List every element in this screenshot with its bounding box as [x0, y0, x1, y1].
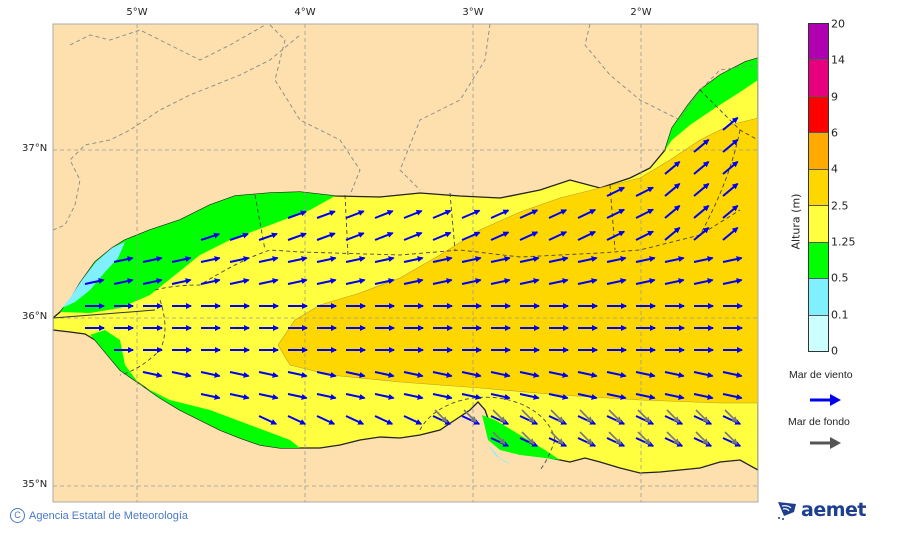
wave-zone-0.5-1.25m-south	[90, 330, 300, 448]
colorbar-segment	[809, 315, 828, 351]
wind-sea-arrow-icon	[810, 394, 841, 406]
lat-label: 35°N	[22, 479, 48, 490]
lat-label: 36°N	[22, 311, 48, 322]
map-frame	[52, 23, 759, 503]
lon-label: 2°W	[630, 7, 652, 18]
colorbar-segment	[809, 206, 828, 243]
colorbar-tick: 6	[831, 126, 838, 140]
colorbar-tick: 1.25	[831, 235, 856, 249]
colorbar-tick: 0.1	[831, 308, 849, 322]
colorbar-segment	[809, 96, 828, 134]
colorbar-tick: 0.5	[831, 271, 849, 285]
colorbar-segment	[809, 242, 828, 280]
aemet-emblem-icon	[778, 502, 796, 520]
footer-credit: C Agencia Estatal de Meteorología	[10, 508, 188, 523]
wave-zone-2.5-4m	[277, 117, 758, 404]
colorbar-tick: 9	[831, 90, 838, 104]
strait-line	[53, 309, 156, 319]
legend-wind-sea-label: Mar de viento	[789, 369, 853, 381]
copyright-icon: C	[10, 508, 25, 523]
colorbar-tick: 0	[831, 344, 838, 358]
legend-swell-label: Mar de fondo	[788, 416, 850, 428]
colorbar-tick: 20	[831, 17, 845, 31]
maritime-zones	[119, 89, 758, 471]
credit-text: Agencia Estatal de Meteorología	[29, 509, 188, 522]
colorbar-segment	[809, 133, 828, 170]
graticule	[53, 24, 758, 502]
colorbar-tick: 4	[831, 162, 838, 176]
lat-label: 37°N	[22, 143, 48, 154]
swell-arrow-icon	[810, 437, 841, 449]
aemet-logo: aemet	[776, 499, 866, 521]
colorbar-segment	[809, 60, 828, 97]
colorbar-segment	[809, 279, 828, 316]
lon-label: 4°W	[294, 7, 316, 18]
colorbar-title: Altura (m)	[789, 193, 803, 250]
colorbar-tick: 14	[831, 53, 845, 67]
colorbar	[808, 23, 829, 352]
province-borders	[53, 24, 758, 231]
colorbar-tick: 2.5	[831, 199, 849, 213]
swell-arrows	[434, 409, 738, 445]
wave-zone-0.1-0.5m-nw	[62, 242, 125, 308]
aemet-logo-text: aemet	[801, 499, 866, 521]
colorbar-segment	[809, 169, 828, 207]
lon-label: 3°W	[462, 7, 484, 18]
lon-label: 5°W	[126, 7, 148, 18]
colorbar-segment	[809, 24, 828, 61]
wave-zone-0.5-1.25m-ne	[665, 58, 758, 150]
